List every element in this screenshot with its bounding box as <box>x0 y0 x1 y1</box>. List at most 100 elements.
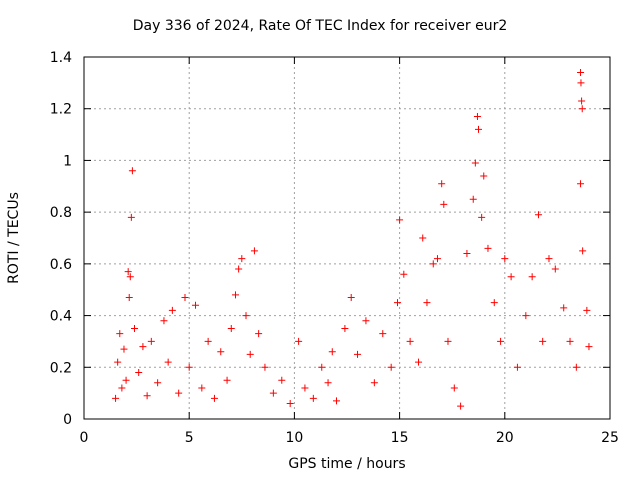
data-point <box>328 348 336 356</box>
data-point <box>450 384 458 392</box>
data-point <box>400 270 408 278</box>
data-point <box>423 299 431 307</box>
data-point <box>578 97 586 105</box>
data-point <box>125 293 133 301</box>
data-point <box>513 363 521 371</box>
data-point <box>393 299 401 307</box>
data-point <box>471 159 479 167</box>
data-point <box>124 268 132 276</box>
data-point <box>475 125 482 133</box>
data-point <box>154 379 162 387</box>
data-point <box>490 299 498 307</box>
data-point <box>577 69 585 77</box>
data-point <box>566 337 574 345</box>
data-point <box>164 358 172 366</box>
data-point <box>242 312 250 320</box>
data-point <box>551 265 559 273</box>
data-point <box>429 260 437 268</box>
data-point <box>147 337 155 345</box>
x-tick-label: 10 <box>285 430 303 446</box>
data-point <box>419 234 427 242</box>
data-point <box>444 337 452 345</box>
data-point <box>501 255 509 263</box>
data-point <box>560 304 568 312</box>
data-point <box>116 330 124 338</box>
data-point <box>396 216 404 224</box>
data-point <box>324 379 332 387</box>
data-point <box>130 325 138 332</box>
data-point <box>438 180 446 188</box>
data-point <box>223 376 231 384</box>
data-point <box>309 394 317 402</box>
data-point <box>192 301 200 309</box>
y-tick-label: 1.2 <box>50 102 72 118</box>
data-point <box>318 363 326 371</box>
data-point <box>286 399 294 407</box>
data-point <box>463 250 471 258</box>
data-point <box>120 345 128 353</box>
data-point <box>497 337 505 345</box>
data-point <box>579 247 587 255</box>
data-point <box>577 79 585 87</box>
data-point <box>128 167 136 175</box>
data-point <box>577 180 585 188</box>
data-point <box>362 317 370 325</box>
data-point <box>235 265 243 273</box>
data-point <box>387 363 395 371</box>
data-point <box>175 389 183 397</box>
data-point <box>122 376 130 384</box>
y-tick-label: 0.8 <box>50 205 72 221</box>
data-point <box>301 384 309 392</box>
data-point <box>440 200 448 208</box>
y-tick-label: 1.4 <box>50 50 72 66</box>
data-point <box>261 363 269 371</box>
data-point <box>354 350 362 358</box>
x-tick-label: 15 <box>391 430 409 446</box>
data-point <box>126 273 134 281</box>
data-point <box>295 337 303 345</box>
data-point <box>143 392 151 400</box>
data-point <box>112 394 120 402</box>
data-point <box>227 325 235 332</box>
x-tick-label: 5 <box>185 430 194 446</box>
grid-lines <box>84 57 610 419</box>
data-point <box>238 255 246 263</box>
data-point <box>347 293 355 301</box>
data-point <box>484 244 492 252</box>
chart-title: Day 336 of 2024, Rate Of TEC Index for r… <box>132 18 508 34</box>
y-tick-label: 0 <box>63 412 72 428</box>
data-point <box>168 306 176 314</box>
data-point <box>478 213 486 221</box>
data-point <box>127 213 135 221</box>
data-point <box>135 368 143 376</box>
data-point <box>250 247 258 255</box>
data-point <box>210 394 218 402</box>
data-point <box>278 376 286 384</box>
data-point <box>583 306 591 314</box>
y-tick-label: 0.4 <box>50 309 72 325</box>
data-point <box>379 330 387 338</box>
y-tick-label: 0.6 <box>50 257 72 273</box>
data-point <box>480 172 488 180</box>
data-point <box>370 379 378 387</box>
data-point <box>469 195 477 203</box>
y-tick-label: 1 <box>63 153 72 169</box>
x-tick-label: 0 <box>80 430 89 446</box>
data-point <box>406 337 414 345</box>
data-point <box>181 293 189 301</box>
data-point <box>534 211 542 219</box>
x-tick-label: 20 <box>496 430 514 446</box>
data-point <box>539 337 547 345</box>
data-point <box>473 112 481 120</box>
data-point <box>118 384 126 392</box>
data-point <box>204 337 212 345</box>
x-axis-label: GPS time / hours <box>288 456 406 472</box>
data-points <box>112 69 593 410</box>
data-point <box>217 348 225 356</box>
x-tick-label: 25 <box>601 430 619 446</box>
data-point <box>507 273 515 281</box>
data-point <box>341 325 349 332</box>
data-point <box>572 363 580 371</box>
data-point <box>415 358 423 366</box>
data-point <box>246 350 254 358</box>
